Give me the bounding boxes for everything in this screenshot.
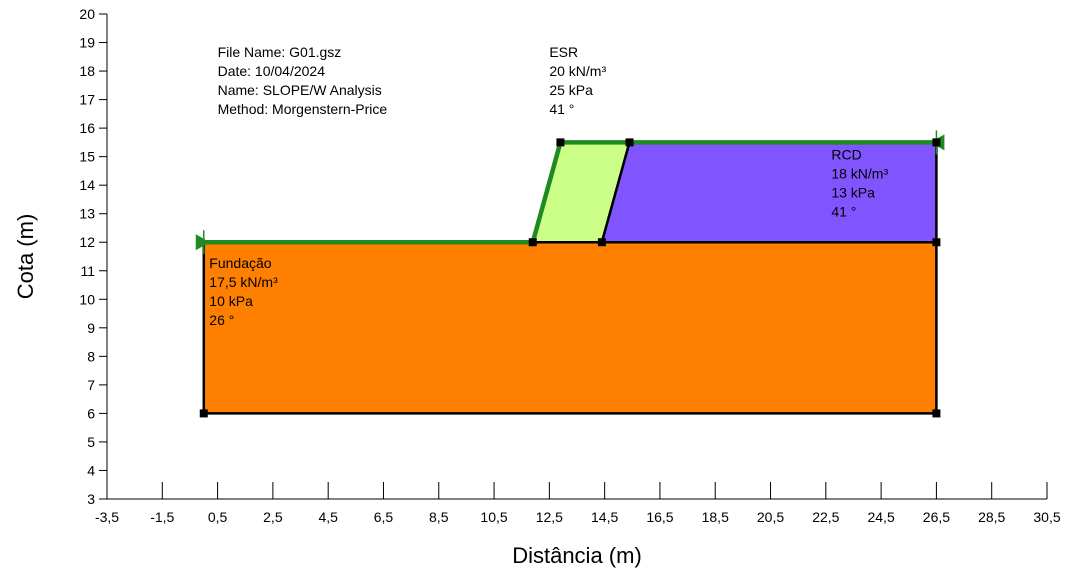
soil-regions <box>202 141 938 415</box>
y-tick-label: 13 <box>79 206 95 222</box>
info-date: Date: 10/04/2024 <box>218 63 326 79</box>
mesh-node <box>199 409 208 418</box>
info-analysis-name: Name: SLOPE/W Analysis <box>218 82 382 98</box>
y-axis-ticks: 3 4 5 6 7 8 9 10 11 12 13 14 15 16 17 18 19 20 <box>79 6 107 507</box>
y-tick-label: 6 <box>87 405 95 421</box>
x-tick-label: 0,5 <box>208 509 228 525</box>
mesh-node <box>932 238 941 247</box>
x-axis-ticks: -3,5 -1,5 0,5 2,5 4,5 6,5 8,5 10,5 12,5 14,5 16,5 1… <box>95 482 1061 525</box>
x-tick-label: 24,5 <box>867 509 894 525</box>
file-info-block: File Name: G01.gsz Date: 10/04/2024 Name… <box>218 44 388 117</box>
region-fundacao-label: 26 ° <box>209 312 234 328</box>
y-tick-label: 18 <box>79 63 95 79</box>
x-tick-label: 14,5 <box>591 509 618 525</box>
region-rcd <box>600 141 938 244</box>
region-esr-label: ESR <box>549 44 578 60</box>
y-tick-label: 16 <box>79 120 95 136</box>
region-labels: Fundação 17,5 kN/m³ 10 kPa 26 ° ESR 20 kN/m³ 2… <box>209 44 888 328</box>
y-tick-label: 12 <box>79 234 95 250</box>
y-tick-label: 10 <box>79 291 95 307</box>
region-rcd-label: RCD <box>831 147 861 163</box>
y-tick-label: 7 <box>87 377 95 393</box>
y-axis-title: Cota (m) <box>13 214 38 300</box>
surface-start-marker <box>195 234 210 251</box>
y-tick-label: 5 <box>87 434 95 450</box>
mesh-node <box>528 238 537 247</box>
x-tick-label: 4,5 <box>318 509 338 525</box>
x-tick-label: 30,5 <box>1033 509 1060 525</box>
x-tick-label: 22,5 <box>812 509 839 525</box>
x-tick-label: -1,5 <box>150 509 174 525</box>
region-esr-label: 25 kPa <box>549 82 593 98</box>
x-tick-label: 28,5 <box>978 509 1005 525</box>
x-tick-label: 6,5 <box>374 509 394 525</box>
y-tick-label: 14 <box>79 177 95 193</box>
y-tick-label: 15 <box>79 149 95 165</box>
mesh-node <box>932 138 941 147</box>
axes: 3 4 5 6 7 8 9 10 11 12 13 14 15 16 17 18 19 20 -3,5 -1,5 0,… <box>79 6 1060 525</box>
y-tick-label: 11 <box>80 263 95 279</box>
x-tick-label: 16,5 <box>646 509 673 525</box>
x-tick-label: -3,5 <box>95 509 119 525</box>
x-tick-label: 8,5 <box>429 509 449 525</box>
x-tick-label: 2,5 <box>263 509 283 525</box>
y-tick-label: 19 <box>79 35 95 51</box>
x-axis-title: Distância (m) <box>512 543 642 568</box>
y-tick-label: 3 <box>87 491 95 507</box>
y-tick-label: 17 <box>79 92 95 108</box>
mesh-nodes <box>199 138 941 418</box>
mesh-node <box>932 409 941 418</box>
mesh-node <box>556 138 565 147</box>
region-fundacao-label: Fundação <box>209 255 271 271</box>
info-method: Method: Morgenstern-Price <box>218 101 388 117</box>
region-esr-label: 20 kN/m³ <box>549 63 606 79</box>
x-tick-label: 20,5 <box>757 509 784 525</box>
region-esr-label: 41 ° <box>549 101 574 117</box>
region-rcd-label: 18 kN/m³ <box>831 166 888 182</box>
mesh-node <box>597 238 606 247</box>
info-file-name: File Name: G01.gsz <box>218 44 342 60</box>
ground-surface <box>195 130 945 255</box>
region-rcd-label: 13 kPa <box>831 185 875 201</box>
y-tick-label: 20 <box>79 6 95 22</box>
x-tick-label: 26,5 <box>923 509 950 525</box>
region-fundacao <box>202 240 938 415</box>
y-tick-label: 4 <box>87 462 95 478</box>
region-rcd-label: 41 ° <box>831 204 856 220</box>
y-tick-label: 9 <box>87 320 95 336</box>
mesh-node <box>625 138 634 147</box>
y-tick-label: 8 <box>87 348 95 364</box>
region-fundacao-label: 10 kPa <box>209 293 253 309</box>
x-tick-label: 12,5 <box>536 509 563 525</box>
region-fundacao-label: 17,5 kN/m³ <box>209 274 278 290</box>
x-tick-label: 18,5 <box>702 509 729 525</box>
x-tick-label: 10,5 <box>480 509 507 525</box>
ground-surface-line <box>203 140 937 245</box>
